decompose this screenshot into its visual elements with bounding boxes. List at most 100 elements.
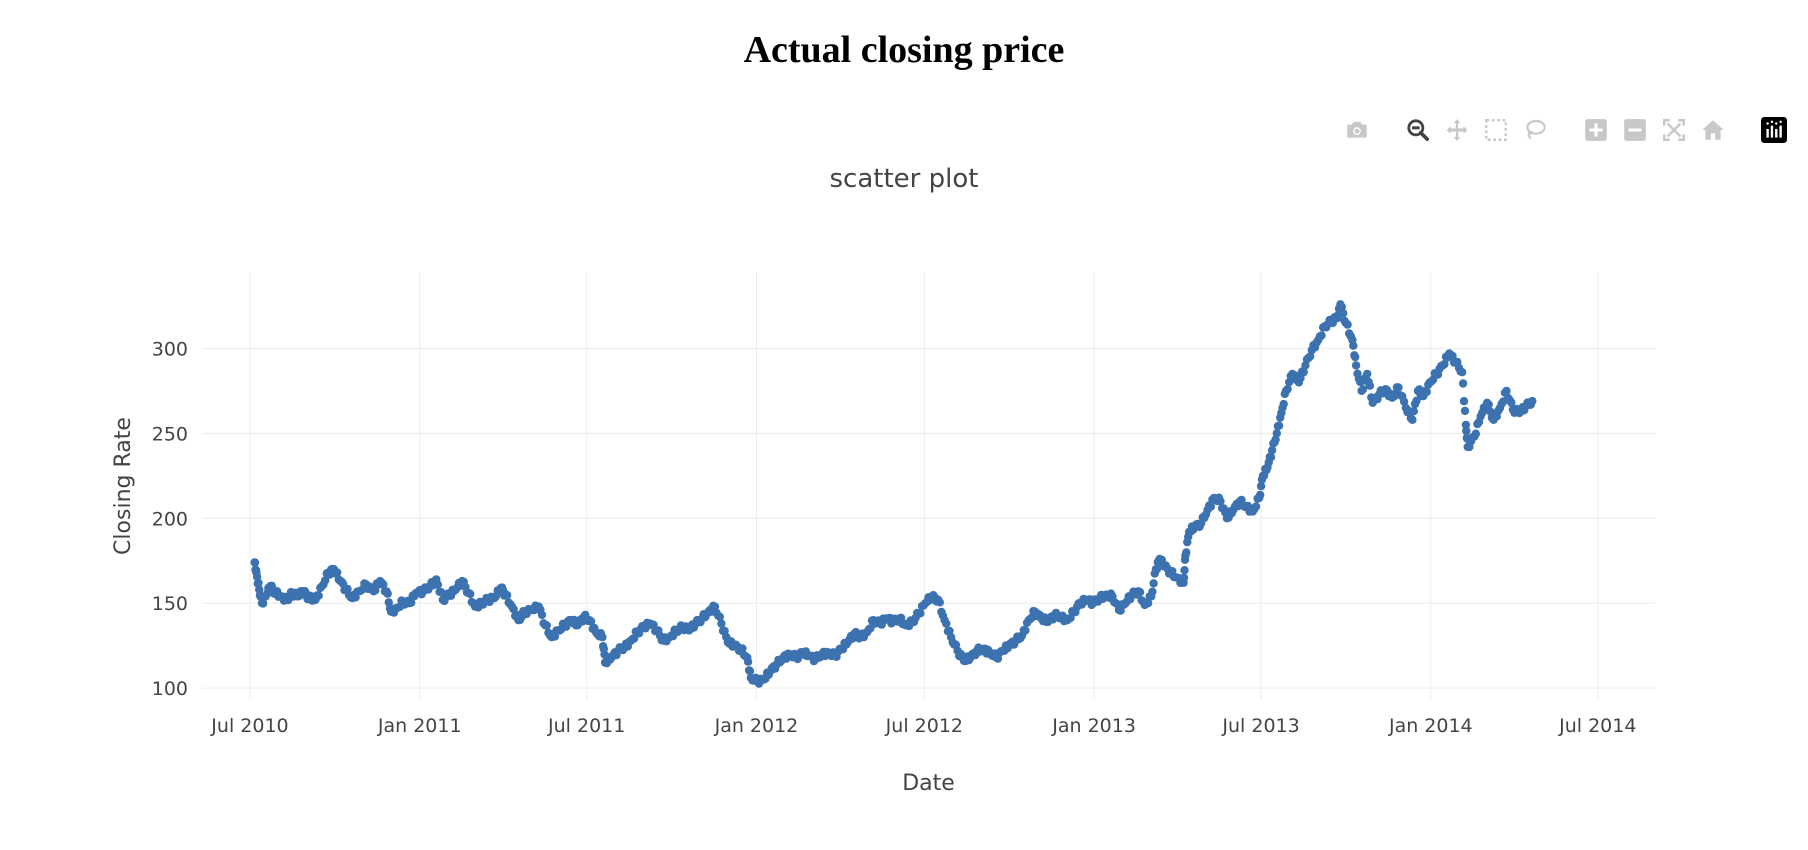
data-point[interactable] [1528,396,1537,406]
data-point[interactable] [1152,565,1162,574]
data-point[interactable] [715,612,724,621]
data-point[interactable] [745,666,755,676]
reset-axes-icon[interactable] [1698,116,1727,145]
data-point[interactable] [1349,341,1358,350]
data-point[interactable] [1267,446,1277,455]
data-point[interactable] [1180,566,1189,575]
y-axis-title: Closing Rate [111,417,136,555]
data-point[interactable] [1279,399,1288,409]
data-point[interactable] [250,558,260,567]
data-point[interactable] [321,576,330,585]
data-point[interactable] [1458,368,1467,377]
page-title: Actual closing price [743,29,1065,71]
data-point[interactable] [542,621,551,630]
zoom-in-icon[interactable] [1581,116,1610,145]
x-tick-label: Jul 2013 [1221,715,1299,737]
data-point[interactable] [1363,369,1372,379]
data-point[interactable] [1471,429,1481,438]
data-point[interactable] [1507,398,1516,407]
data-point[interactable] [383,589,392,598]
data-point[interactable] [743,657,753,666]
data-point[interactable] [1461,420,1471,430]
data-point[interactable] [1399,397,1409,406]
data-point[interactable] [1343,320,1352,329]
data-point[interactable] [586,617,596,626]
data-point[interactable] [1256,490,1265,500]
x-tick-label: Jul 2011 [547,715,625,737]
data-point[interactable] [1462,426,1471,436]
x-tick-label: Jan 2012 [714,715,799,737]
data-point[interactable] [1351,361,1361,370]
data-point[interactable] [1216,497,1225,506]
data-point[interactable] [1143,599,1153,608]
y-tick-label: 200 [152,508,188,530]
data-point[interactable] [537,610,547,620]
data-point[interactable] [1299,367,1308,377]
data-point[interactable] [1251,502,1261,511]
data-point[interactable] [1266,453,1276,462]
data-point[interactable] [254,578,263,588]
data-point[interactable] [1460,406,1470,416]
data-point[interactable] [1274,421,1284,430]
data-point[interactable] [717,619,726,628]
data-point[interactable] [379,580,388,589]
data-points[interactable] [250,300,1537,688]
autoscale-icon[interactable] [1659,116,1688,145]
data-point[interactable] [1358,385,1368,394]
data-point[interactable] [1422,387,1431,397]
data-point[interactable] [1412,396,1421,405]
x-axis-title: Date [902,771,955,796]
data-point[interactable] [1394,383,1403,392]
zoom-icon[interactable] [1403,116,1432,145]
lasso-select-icon[interactable] [1520,116,1549,145]
plotly-logo-icon[interactable] [1759,116,1788,145]
data-point[interactable] [1021,626,1030,635]
data-point[interactable] [1502,386,1511,396]
data-point[interactable] [1066,613,1075,623]
data-point[interactable] [258,599,268,608]
data-point[interactable] [1409,407,1419,416]
box-select-icon[interactable] [1481,116,1510,145]
zoom-out-icon[interactable] [1620,116,1649,145]
data-point[interactable] [1351,352,1360,362]
data-point[interactable] [1365,381,1375,390]
data-point[interactable] [1317,331,1326,340]
pan-icon[interactable] [1442,116,1471,145]
y-tick-label: 300 [152,338,188,360]
data-point[interactable] [935,598,944,607]
data-point[interactable] [1179,573,1189,582]
data-point[interactable] [1272,429,1282,438]
camera-icon[interactable] [1342,116,1371,145]
data-point[interactable] [1408,415,1417,424]
data-point[interactable] [1458,379,1468,388]
data-point[interactable] [1256,481,1266,491]
data-point[interactable] [466,589,475,599]
y-tick-label: 150 [152,593,188,615]
data-point[interactable] [1339,309,1348,318]
data-point[interactable] [738,644,747,653]
data-point[interactable] [1440,360,1449,369]
data-point[interactable] [1283,384,1292,394]
data-point[interactable] [1182,548,1191,557]
x-tick-label: Jan 2013 [1051,715,1136,737]
data-point[interactable] [1149,579,1158,588]
data-point[interactable] [433,580,443,589]
x-tick-label: Jan 2014 [1388,715,1473,737]
data-point[interactable] [942,619,951,628]
data-point[interactable] [314,591,323,600]
data-point[interactable] [1206,502,1216,511]
data-point[interactable] [710,602,720,611]
data-point[interactable] [1135,588,1145,597]
data-point[interactable] [1148,587,1157,596]
data-point[interactable] [598,633,607,642]
data-point[interactable] [407,598,416,607]
data-point[interactable] [916,609,925,618]
data-point[interactable] [333,568,342,577]
data-point[interactable] [502,590,512,600]
data-point[interactable] [1484,400,1493,409]
data-point[interactable] [1459,397,1469,406]
x-tick-label: Jul 2014 [1558,715,1636,737]
data-point[interactable] [1271,435,1280,444]
data-point[interactable] [1337,302,1347,311]
